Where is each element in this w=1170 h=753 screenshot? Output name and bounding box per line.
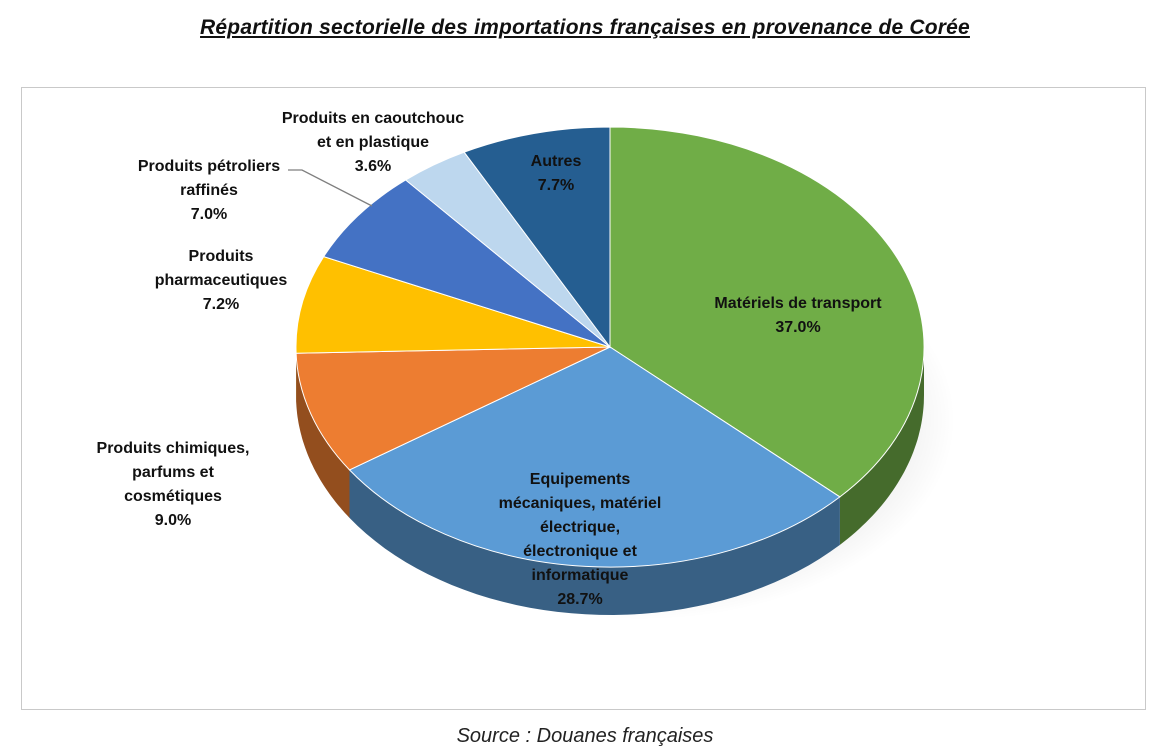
pie-slice-1 [348,346,841,568]
data-label-value-2: 9.0% [155,512,191,529]
data-label-name-1: électronique et [523,543,637,560]
pie-side-0 [839,347,924,545]
data-label-name-6: Autres [531,153,582,170]
data-label-value-6: 7.7% [538,177,574,194]
data-label-name-1: électrique, [540,519,620,536]
pie-slice-6 [463,126,611,349]
data-label-name-5: et en plastique [317,134,429,151]
data-label-value-5: 3.6% [355,158,391,175]
pie-slice-4 [322,179,611,348]
data-label-name-2: cosmétiques [124,488,222,505]
data-label-name-3: Produits [189,248,254,265]
data-label-name-1: mécaniques, matériel [499,495,662,512]
data-label-name-3: pharmaceutiques [155,272,288,289]
pie-slice-0 [609,126,925,498]
pie-side-1 [349,469,840,615]
data-label-name-2: Produits chimiques, [97,440,250,457]
chart-title: Répartition sectorielle des importations… [200,16,970,39]
data-label-name-4: Produits pétroliers [138,158,280,175]
data-label-name-1: Equipements [530,471,631,488]
data-label-value-0: 37.0% [775,319,820,336]
data-label-value-1: 28.7% [557,591,602,608]
data-label-name-2: parfums et [132,464,214,481]
source-note: Source : Douanes françaises [456,725,714,747]
pie-slice-3 [295,256,611,354]
data-label-name-4: raffinés [180,182,238,199]
data-label-name-5: Produits en caoutchouc [282,110,464,127]
data-label-name-1: informatique [532,567,629,584]
data-label-name-0: Matériels de transport [714,295,882,312]
pie-slice-2 [295,346,611,471]
data-label-value-4: 7.0% [191,206,227,223]
data-label-value-3: 7.2% [203,296,239,313]
leader-line [288,169,373,207]
pie-side-2 [296,353,350,518]
chart-area [21,87,1146,710]
